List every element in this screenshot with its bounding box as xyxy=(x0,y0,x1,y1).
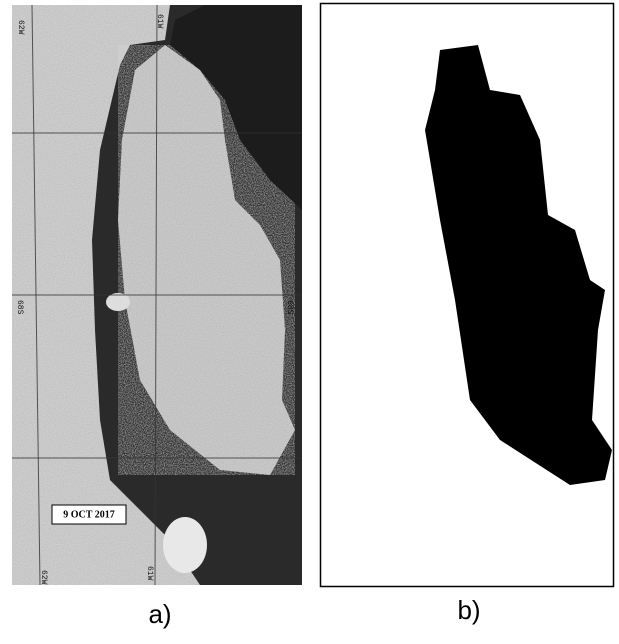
satellite-image: 62W 61W 68S 68S 62W 61W xyxy=(12,5,302,585)
grid-label: 68S xyxy=(285,300,294,315)
figure: 62W 61W 68S 68S 62W 61W 9 OCT 2017 a) b) xyxy=(0,0,619,639)
page: {"panel_a": {"label": "a)", "date": "9 O… xyxy=(0,0,619,644)
date-label: 9 OCT 2017 xyxy=(63,509,115,520)
grid-label: 61W xyxy=(155,14,164,29)
grid-label: 61W xyxy=(145,566,154,581)
panel-label: a) xyxy=(148,599,171,629)
grid-label: 68S xyxy=(15,300,24,315)
bright-feature xyxy=(163,517,207,573)
grid-label: 62W xyxy=(16,20,25,35)
grid-label: 62W xyxy=(39,570,48,585)
panel-label: b) xyxy=(457,595,480,625)
bright-feature xyxy=(106,293,130,311)
